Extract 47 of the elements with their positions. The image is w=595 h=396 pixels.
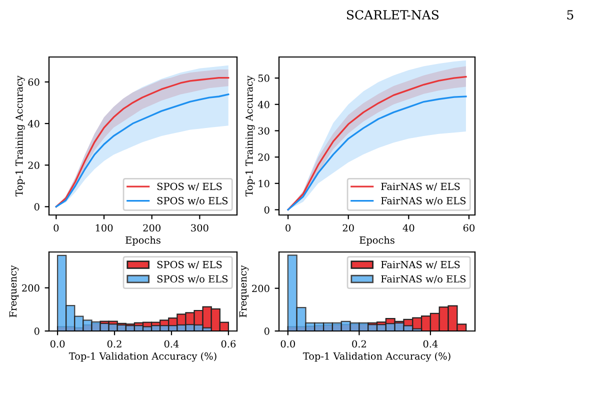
x-tick-label: 0.2	[107, 340, 122, 348]
y-tick-label: 0	[34, 327, 40, 335]
x-tick-label: 0.2	[352, 340, 366, 348]
legend-label: SPOS w/o ELS	[157, 197, 228, 206]
y-axis-title: Top-1 Training Accuracy	[15, 76, 25, 196]
y-tick-label: 20	[258, 154, 270, 161]
x-tick-label: 0.0	[50, 340, 65, 348]
text: SCARLET-NAS	[347, 10, 439, 20]
x-axis-title: Top-1 Validation Accuracy (%)	[68, 352, 216, 362]
x-tick-label: 0	[286, 224, 290, 232]
y-tick-label: 0	[264, 206, 270, 214]
y-tick-label: 60	[28, 78, 40, 86]
y-axis-title: Frequency	[239, 265, 249, 318]
y-tick-label: 200	[22, 284, 40, 292]
legend-label: FairNAS w/o ELS	[381, 275, 466, 284]
y-tick-label: 0	[34, 203, 40, 211]
y-axis-title: Frequency	[9, 265, 19, 318]
x-tick-label: 100	[96, 224, 113, 232]
legend-label: SPOS w/ ELS	[157, 260, 222, 270]
y-tick-label: 0	[264, 327, 270, 335]
x-tick-label: 20	[342, 224, 354, 232]
legend-label: SPOS w/ ELS	[157, 182, 222, 191]
y-tick-label: 10	[258, 180, 270, 188]
text: 5	[567, 10, 574, 20]
x-tick-label: 60	[463, 224, 475, 232]
x-tick-label: 0.4	[164, 340, 179, 348]
x-tick-label: 0.0	[280, 340, 295, 348]
legend-label: FairNAS w/ ELS	[381, 182, 460, 191]
legend-label: FairNAS w/o ELS	[381, 197, 466, 206]
x-tick-label: 0.6	[221, 340, 236, 348]
y-tick-label: 40	[258, 100, 270, 108]
x-axis-title: Top-1 Validation Accuracy (%)	[302, 352, 450, 362]
x-axis-title: Epochs	[360, 236, 394, 246]
y-tick-label: 30	[258, 127, 270, 135]
y-tick-label: 20	[28, 162, 40, 169]
y-tick-label: 200	[252, 284, 270, 292]
x-tick-label: 40	[402, 224, 414, 232]
x-tick-label: 300	[191, 224, 208, 232]
x-tick-label: 0	[54, 224, 59, 232]
x-axis-title: Epochs	[126, 236, 160, 246]
x-tick-label: 200	[143, 224, 160, 232]
legend-label: FairNAS w/ ELS	[381, 260, 460, 270]
y-tick-label: 40	[28, 120, 40, 128]
x-tick-label: 0.4	[423, 340, 438, 348]
y-tick-label: 50	[258, 74, 270, 82]
legend-label: SPOS w/o ELS	[157, 275, 228, 284]
y-axis-title: Top-1 Training Accuracy	[245, 76, 255, 196]
